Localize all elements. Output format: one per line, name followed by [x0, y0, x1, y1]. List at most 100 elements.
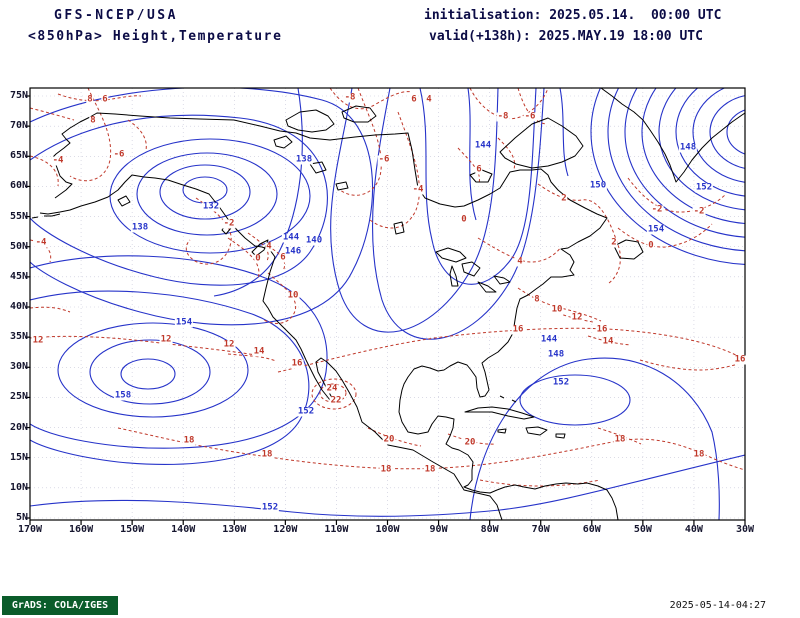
temperature-contour-label: 16 — [290, 358, 304, 369]
height-contour-label: 148 — [546, 349, 566, 360]
temperature-contour-label: 14 — [601, 336, 615, 347]
height-contour-label: 144 — [539, 334, 559, 345]
lat-label: 25N — [9, 391, 28, 403]
temperature-contour-label: 20 — [463, 437, 477, 448]
height-contour-label: 140 — [304, 235, 324, 246]
lat-label: 55N — [9, 210, 28, 222]
temperature-contour-label: 8 — [89, 115, 97, 126]
temperature-contour-label: 6 — [410, 94, 418, 105]
height-contour-label: 144 — [473, 140, 493, 151]
lat-label: 75N — [9, 90, 28, 101]
lon-label: 30W — [735, 524, 755, 535]
lon-label: 40W — [684, 524, 703, 535]
height-contour-lines — [30, 88, 745, 520]
temperature-contour-label: 4 — [425, 94, 433, 105]
temperature-contour-label: -2 — [692, 206, 706, 217]
grads-logo: GrADS: COLA/IGES — [2, 596, 118, 615]
temperature-contour-label: -8 — [496, 111, 510, 122]
lon-label: 90W — [429, 524, 448, 535]
temperature-contour-label: 18 — [182, 435, 196, 446]
graticule — [30, 88, 745, 520]
temperature-contour-label: 8 — [86, 94, 94, 105]
height-contour-label: 144 — [281, 232, 301, 243]
map-frame — [29, 87, 746, 521]
valid-time-label: valid(+138h): 2025.MAY.19 18:00 UTC — [429, 29, 703, 44]
height-contour-label: 150 — [588, 180, 608, 191]
height-contour-label: 152 — [551, 377, 571, 388]
temperature-contour-label: 18 — [423, 464, 437, 475]
temperature-contour-label: 4 — [516, 256, 524, 267]
product-title: <850hPa> Height,Temperature — [28, 29, 283, 44]
temperature-contour-label: 18 — [379, 464, 393, 475]
lat-label: 15N — [9, 451, 28, 463]
lon-label: 110W — [324, 524, 349, 535]
temperature-contour-label: 0 — [254, 253, 262, 264]
temperature-contour-label: -6 — [377, 154, 391, 165]
temperature-contour-label: 12 — [159, 334, 173, 345]
height-contour-label: 154 — [174, 317, 194, 328]
lat-label: 70N — [9, 120, 28, 132]
lat-label: 10N — [9, 481, 28, 493]
height-contour-label: 146 — [283, 246, 303, 257]
height-contour-label: 154 — [646, 224, 666, 235]
lon-label: 100W — [375, 524, 400, 535]
lat-label: 50N — [9, 240, 28, 252]
temperature-contour-label: -4 — [411, 184, 425, 195]
lat-label: 40N — [9, 301, 28, 312]
temperature-contour-label: 10 — [550, 304, 564, 315]
temperature-contour-label: 14 — [252, 346, 266, 357]
height-contour-label: 152 — [296, 406, 316, 417]
temperature-contour-label: 20 — [382, 434, 396, 445]
temperature-contour-lines — [30, 88, 745, 487]
lat-label: 60N — [9, 180, 28, 192]
temperature-contour-label: -2 — [222, 218, 236, 229]
lat-label: 20N — [9, 421, 28, 433]
temperature-contour-label: 2 — [560, 193, 568, 204]
height-contour-label: 152 — [260, 502, 280, 513]
temperature-contour-label: 12 — [31, 335, 45, 346]
temperature-contour-label: 16 — [595, 324, 609, 335]
temperature-contour-label: 16 — [733, 354, 747, 365]
height-contour-label: 152 — [694, 182, 714, 193]
atlantic-low-contours — [590, 88, 745, 265]
temperature-contour-label: 12 — [570, 312, 584, 323]
temperature-contour-label: 6 — [101, 94, 109, 105]
coastlines — [31, 88, 745, 520]
temperature-contour-label: -4 — [34, 237, 48, 248]
lat-label: 65N — [9, 150, 28, 162]
lon-label: 160W — [69, 524, 94, 535]
temperature-contour-label: -8 — [343, 92, 357, 103]
lat-label: 30N — [9, 361, 28, 373]
temperature-contour-label: -6 — [112, 149, 126, 160]
lon-label: 150W — [120, 524, 145, 535]
temperature-contour-label: 2 — [610, 237, 618, 248]
temperature-contour-label: -4 — [51, 155, 65, 166]
temperature-contour-label: 0 — [460, 214, 468, 225]
height-contour-label: 148 — [678, 142, 698, 153]
model-title: GFS-NCEP/USA — [54, 8, 178, 23]
temperature-contour-label: 6 — [279, 252, 287, 263]
lat-label: 35N — [9, 331, 28, 343]
lat-label: 45N — [9, 270, 28, 282]
lon-label: 50W — [633, 524, 652, 535]
temperature-contour-label: -6 — [523, 111, 537, 122]
temperature-contour-label: 6 — [475, 164, 483, 175]
lon-label: 70W — [531, 524, 550, 535]
axis-ticks — [25, 95, 746, 525]
lon-label: 140W — [171, 524, 196, 535]
temperature-contour-label: 0 — [647, 240, 655, 251]
height-contour-label: 138 — [130, 222, 150, 233]
height-contour-label: 132 — [201, 201, 221, 212]
lat-label: 5N — [15, 512, 28, 523]
temperature-contour-label: 18 — [260, 449, 274, 460]
temperature-contour-label: 10 — [286, 290, 300, 301]
temperature-contour-label: 4 — [265, 241, 273, 252]
height-contour-label: 158 — [113, 390, 133, 401]
temperature-contour-label: 22 — [329, 395, 343, 406]
lon-label: 60W — [582, 524, 601, 535]
lon-label: 170W — [17, 524, 43, 535]
creation-timestamp: 2025-05-14-04:27 — [669, 600, 766, 611]
height-contour-label: 138 — [294, 154, 314, 165]
lon-label: 130W — [222, 524, 247, 535]
temperature-contour-label: 18 — [613, 434, 627, 445]
